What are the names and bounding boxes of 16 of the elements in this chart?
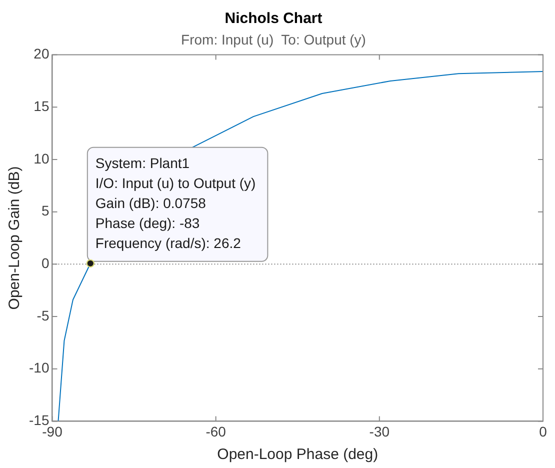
chart-title: Nichols Chart bbox=[224, 10, 322, 28]
y-tick-label: 15 bbox=[34, 98, 50, 114]
y-tick-label: 0 bbox=[41, 255, 50, 272]
x-tick-label: 0 bbox=[539, 423, 548, 440]
y-tick-label: -15 bbox=[29, 412, 50, 428]
x-axis-title: Open-Loop Phase (deg) bbox=[217, 446, 378, 464]
x-tick-label: -60 bbox=[206, 423, 226, 440]
y-tick-label: -10 bbox=[29, 360, 50, 376]
y-tick-label: 10 bbox=[34, 150, 50, 166]
y-tick-label: -5 bbox=[36, 307, 50, 324]
y-tick-label: 5 bbox=[41, 202, 50, 219]
chart-subtitle: From: Input (u) To: Output (y) bbox=[181, 31, 366, 48]
y-tick-label: 20 bbox=[34, 46, 50, 62]
x-tick-label: -30 bbox=[369, 423, 390, 440]
y-axis-title: Open-Loop Gain (dB) bbox=[6, 166, 24, 310]
annotation: System: Plant1 I/O: Input (u) to Output (y) Gain (dB): 0.0758 Phase (deg): -83 Frequency (rad/s): 26.2 bbox=[95, 155, 256, 252]
